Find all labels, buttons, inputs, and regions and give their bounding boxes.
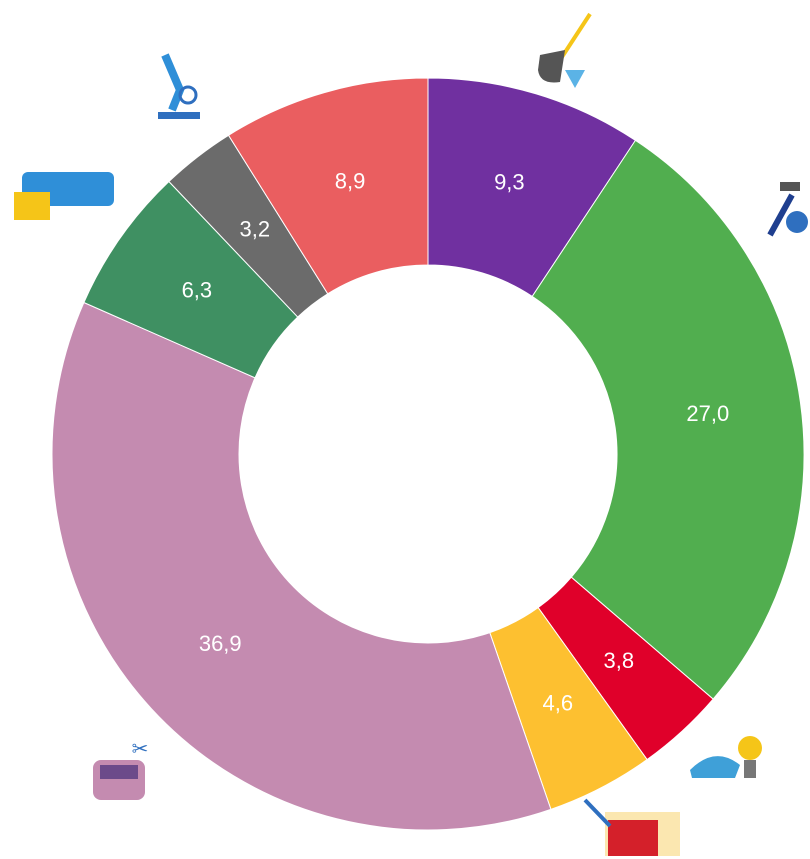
construction-icon — [583, 798, 680, 856]
data-label: 3,8 — [603, 648, 634, 673]
energy-icon — [690, 736, 762, 778]
mining-icon — [538, 12, 592, 88]
transport-icon — [14, 172, 114, 220]
slice — [51, 301, 552, 831]
data-label: 4,6 — [543, 691, 574, 716]
slice — [227, 77, 429, 295]
data-label: 8,9 — [335, 168, 366, 193]
data-label: 3,2 — [240, 217, 271, 242]
data-label: 6,3 — [182, 277, 213, 302]
trade-icon: ✂ — [93, 738, 148, 800]
icons: ✂ — [14, 12, 808, 856]
data-label: 36,9 — [199, 631, 242, 656]
data-label: 9,3 — [494, 169, 525, 194]
svg-text:✂: ✂ — [132, 738, 149, 760]
slice — [531, 139, 805, 700]
science-icon — [158, 53, 200, 119]
industry-icon — [767, 182, 808, 237]
data-label: 27,0 — [686, 401, 729, 426]
